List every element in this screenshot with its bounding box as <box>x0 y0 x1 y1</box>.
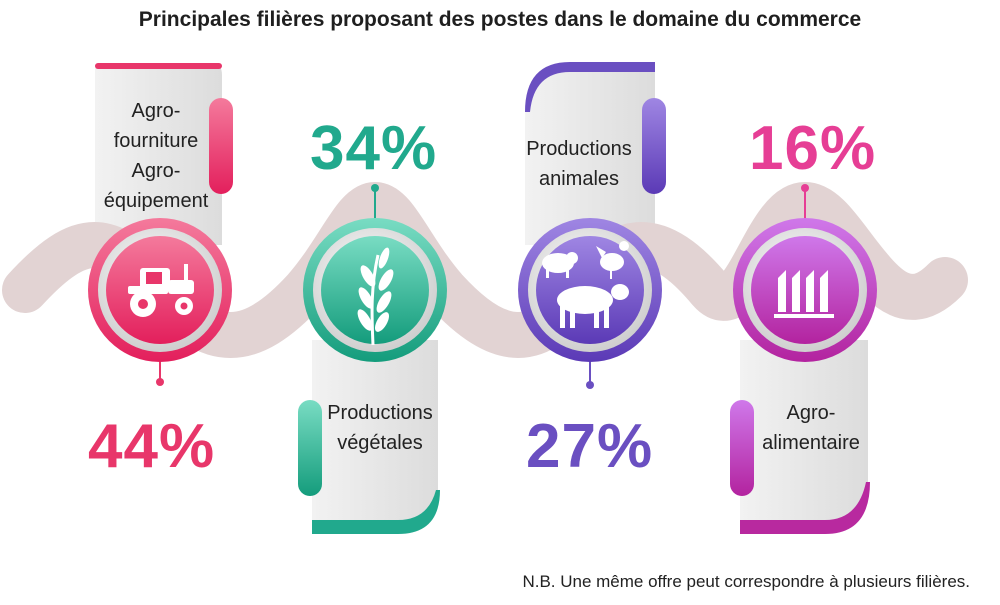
label-line: alimentaire <box>762 432 860 454</box>
circle-productions-vegetales <box>303 218 447 362</box>
factory-icon <box>774 270 834 318</box>
farm-animals-icon <box>542 241 629 328</box>
card-productions-vegetales <box>298 340 440 534</box>
footnote: N.B. Une même offre peut correspondre à … <box>522 572 970 591</box>
circle-agro-alimentaire <box>733 218 877 362</box>
value-productions-vegetales: 34% <box>310 114 438 183</box>
value-agro-fourniture: 44% <box>88 412 216 481</box>
label-productions-animales: Productions animales <box>516 134 642 194</box>
label-productions-vegetales: Productions végétales <box>318 398 442 458</box>
label-line: fourniture <box>113 130 199 152</box>
tractor-icon <box>128 264 194 317</box>
card-agro-alimentaire <box>730 340 870 534</box>
label-line: Agro- <box>131 160 181 182</box>
card-productions-animales <box>525 62 666 245</box>
value-productions-animales: 27% <box>526 412 654 481</box>
label-line: Agro- <box>131 100 181 122</box>
wheat-icon <box>357 247 394 346</box>
label-line: Productions <box>327 402 433 424</box>
label-line: animales <box>538 168 620 190</box>
label-agro-alimentaire: Agro- alimentaire <box>758 398 864 458</box>
label-line: équipement <box>103 190 209 212</box>
label-line: végétales <box>337 432 423 454</box>
value-agro-alimentaire: 16% <box>749 114 877 183</box>
card-agro-fourniture <box>95 63 233 245</box>
chart-title: Principales filières proposant des poste… <box>138 8 862 31</box>
label-line: Productions <box>526 138 632 160</box>
label-agro-fourniture: Agro- fourniture Agro- équipement <box>100 96 212 216</box>
label-line: Agro- <box>786 402 836 424</box>
connectors <box>156 184 809 389</box>
